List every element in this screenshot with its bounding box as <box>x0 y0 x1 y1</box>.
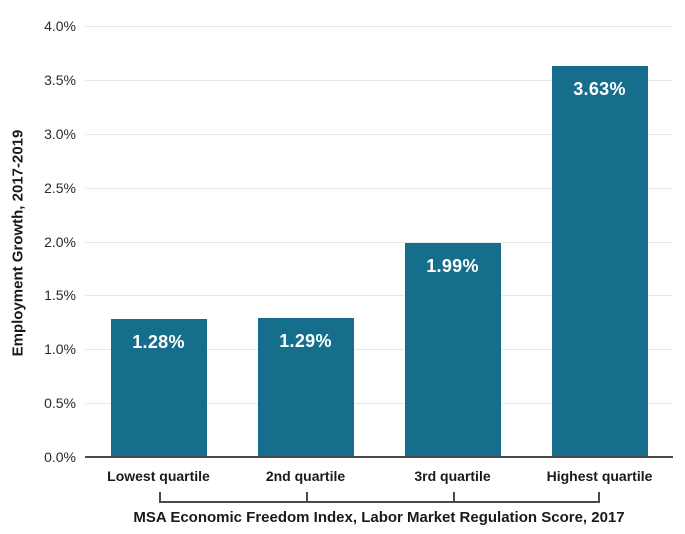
gridline <box>85 79 673 81</box>
bar-2: 1.29% <box>257 318 354 457</box>
y-tick-label: 0.0% <box>44 449 76 465</box>
category-axis-bracket <box>158 492 600 503</box>
bar-value-label: 3.63% <box>573 78 626 99</box>
y-tick-label: 1.5% <box>44 287 76 304</box>
gridline <box>85 241 673 243</box>
bar-1: 1.28% <box>110 319 207 457</box>
y-tick-label: 1.0% <box>44 341 76 358</box>
bar-3: 1.99% <box>404 242 501 457</box>
y-tick-label: 3.5% <box>44 71 76 88</box>
x-category-label: Highest quartile <box>546 468 653 484</box>
x-axis-line <box>85 456 673 458</box>
y-tick-label: 2.5% <box>44 179 76 196</box>
y-tick-label: 2.0% <box>44 233 76 250</box>
bar-value-label: 1.29% <box>279 331 332 352</box>
gridline <box>85 133 673 135</box>
x-category-label: 3rd quartile <box>414 468 491 484</box>
y-tick-label: 0.5% <box>44 395 76 412</box>
y-tick-label: 3.0% <box>44 125 76 142</box>
gridline <box>85 26 673 27</box>
bar-4: 3.63% <box>551 65 648 457</box>
gridline <box>85 403 673 405</box>
gridline <box>85 187 673 189</box>
bracket-tick <box>597 492 600 501</box>
gridline <box>85 295 673 297</box>
x-category-label: 2nd quartile <box>265 468 346 484</box>
x-category-label: Lowest quartile <box>107 468 210 484</box>
bracket-tick <box>158 492 161 501</box>
bar-value-label: 1.28% <box>132 332 185 353</box>
bracket-tick <box>305 492 308 501</box>
bracket-tick <box>452 492 455 501</box>
bar-value-label: 1.99% <box>426 255 479 276</box>
x-axis-title: MSA Economic Freedom Index, Labor Market… <box>133 509 625 526</box>
y-tick-label: 4.0% <box>44 18 76 34</box>
plot-area: 1.28% 1.29% 1.99% 3.63% <box>85 26 673 458</box>
gridline <box>85 349 673 351</box>
